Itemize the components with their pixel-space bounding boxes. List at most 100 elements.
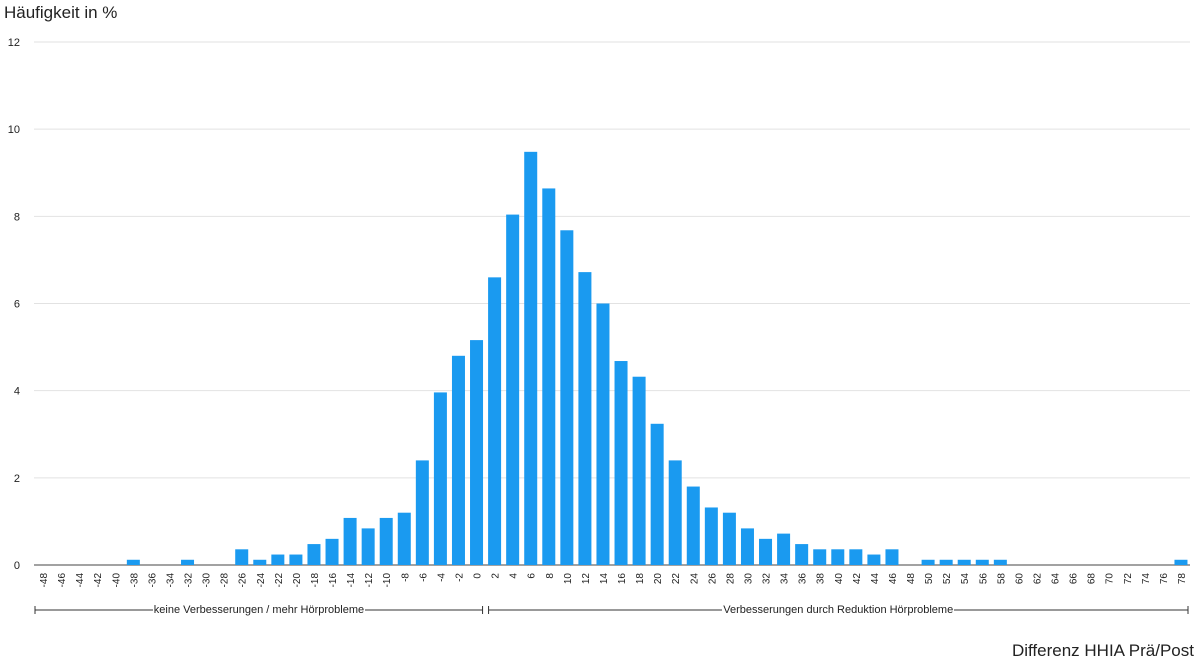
x-tick-label: -26 xyxy=(238,573,249,588)
bar xyxy=(885,549,899,565)
y-tick-label: 8 xyxy=(14,211,20,223)
bar xyxy=(470,340,484,565)
x-tick-label: 26 xyxy=(707,573,718,585)
bar xyxy=(813,549,827,565)
x-tick-label: 14 xyxy=(599,573,610,585)
y-tick-label: 12 xyxy=(8,37,20,49)
x-tick-label: -28 xyxy=(220,573,231,588)
x-tick-label: 22 xyxy=(671,573,682,585)
x-tick-label: 50 xyxy=(924,573,935,585)
x-tick-label: 32 xyxy=(762,573,773,585)
x-axis-title: Differenz HHIA Prä/Post xyxy=(1011,641,1194,660)
x-tick-label: -20 xyxy=(292,573,303,588)
bar xyxy=(126,559,140,565)
bar xyxy=(704,507,718,565)
bar xyxy=(271,554,285,565)
bar xyxy=(957,559,971,565)
bar xyxy=(379,517,393,565)
bar xyxy=(289,554,303,565)
bar xyxy=(361,528,375,565)
bar xyxy=(524,151,538,565)
x-tick-label: -12 xyxy=(364,573,375,588)
x-tick-label: -2 xyxy=(454,573,465,582)
x-tick-label: 54 xyxy=(960,573,971,585)
x-tick-label: -40 xyxy=(111,573,122,588)
x-tick-label: 8 xyxy=(545,573,556,579)
x-tick-label: -8 xyxy=(400,573,411,582)
x-tick-label: 6 xyxy=(527,573,538,579)
x-tick-label: 16 xyxy=(617,573,628,585)
x-tick-label: 34 xyxy=(780,573,791,585)
x-tick-label: 20 xyxy=(653,573,664,585)
bar xyxy=(993,559,1007,565)
x-tick-label: 46 xyxy=(888,573,899,585)
bar xyxy=(722,512,736,565)
annotation-left: keine Verbesserungen / mehr Hörprobleme xyxy=(152,604,366,616)
bar xyxy=(343,517,357,565)
bar xyxy=(975,559,989,565)
x-tick-label: -42 xyxy=(93,573,104,588)
bar xyxy=(307,544,321,565)
bar xyxy=(939,559,953,565)
x-tick-label: 12 xyxy=(581,573,592,585)
bar xyxy=(325,538,339,565)
y-tick-label: 10 xyxy=(8,124,20,136)
x-tick-label: -36 xyxy=(147,573,158,588)
bar xyxy=(795,544,809,565)
bar xyxy=(560,230,574,565)
bar xyxy=(668,460,682,565)
bar xyxy=(740,528,754,565)
x-tick-label: 62 xyxy=(1032,573,1043,585)
x-tick-label: 10 xyxy=(563,573,574,585)
bar xyxy=(650,423,664,565)
bar xyxy=(849,549,863,565)
y-tick-label: 4 xyxy=(14,386,20,398)
x-tick-label: 58 xyxy=(996,573,1007,585)
bar xyxy=(777,533,791,565)
bar xyxy=(181,559,195,565)
x-tick-label: 0 xyxy=(473,573,484,579)
bar xyxy=(542,188,556,565)
x-tick-label: -46 xyxy=(57,573,68,588)
bar xyxy=(686,486,700,565)
x-tick-label: 74 xyxy=(1141,573,1152,585)
bar xyxy=(506,214,520,565)
x-tick-label: 72 xyxy=(1123,573,1134,585)
x-tick-label: -14 xyxy=(346,573,357,588)
bar xyxy=(451,355,465,565)
x-tick-label: -48 xyxy=(39,573,50,588)
bar xyxy=(397,512,411,565)
bar xyxy=(759,538,773,565)
bar xyxy=(596,303,610,565)
x-tick-label: 24 xyxy=(689,573,700,585)
bar xyxy=(433,392,447,565)
y-axis-title: Häufigkeit in % xyxy=(4,3,118,22)
x-tick-label: 40 xyxy=(834,573,845,585)
x-tick-label: 66 xyxy=(1069,573,1080,585)
y-tick-label: 0 xyxy=(14,560,20,572)
x-tick-label: 56 xyxy=(978,573,989,585)
x-tick-label: 36 xyxy=(798,573,809,585)
bar xyxy=(253,559,267,565)
x-tick-label: 4 xyxy=(509,573,520,579)
x-tick-label: -10 xyxy=(382,573,393,588)
x-tick-label: -30 xyxy=(202,573,213,588)
bar xyxy=(921,559,935,565)
x-tick-label: -32 xyxy=(184,573,195,588)
x-tick-label: 2 xyxy=(491,573,502,579)
x-tick-label: -6 xyxy=(418,573,429,582)
x-tick-label: 44 xyxy=(870,573,881,585)
x-tick-label: -24 xyxy=(256,573,267,588)
x-tick-label: -34 xyxy=(165,573,176,588)
y-tick-label: 6 xyxy=(14,299,20,311)
x-tick-label: 76 xyxy=(1159,573,1170,585)
bar xyxy=(632,376,646,565)
bar xyxy=(867,554,881,565)
x-tick-label: -4 xyxy=(436,573,447,582)
x-tick-label: -16 xyxy=(328,573,339,588)
x-tick-label: -38 xyxy=(129,573,140,588)
y-tick-label: 2 xyxy=(14,473,20,485)
x-tick-label: 52 xyxy=(942,573,953,585)
bar xyxy=(614,361,628,565)
